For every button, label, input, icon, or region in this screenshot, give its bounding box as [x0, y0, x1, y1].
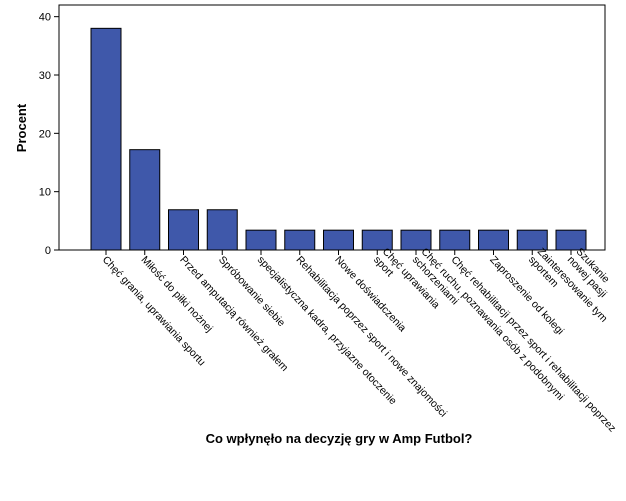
bar — [478, 229, 509, 251]
y-tick-label: 0 — [45, 245, 51, 257]
x-tick-label: Miłość do piłki nożnej — [139, 254, 215, 335]
bar — [168, 209, 199, 251]
bars — [90, 27, 587, 251]
x-tick-label-line: Miłość do piłki nożnej — [139, 254, 215, 335]
x-tick-label-line: Spróbowanie siebie — [216, 254, 287, 329]
bar — [323, 229, 354, 251]
bar — [90, 27, 122, 251]
bar — [245, 229, 277, 251]
x-tick-label: specjalistyczna kadra, przyjazne otoczen… — [255, 254, 399, 407]
x-axis-title: Co wpłynęło na decyzję gry w Amp Futbol? — [206, 431, 473, 446]
y-axis: 0 10 20 30 40 — [39, 12, 59, 257]
bar — [439, 229, 471, 251]
x-tick-label: Spróbowanie siebie — [216, 254, 287, 329]
y-tick-label: 40 — [39, 12, 51, 24]
y-axis-title: Procent — [14, 103, 29, 152]
y-tick-label: 30 — [39, 70, 51, 82]
bar — [129, 149, 161, 251]
bar — [284, 229, 316, 251]
x-tick-label-line: specjalistyczna kadra, przyjazne otoczen… — [255, 254, 399, 407]
bar — [206, 209, 238, 251]
y-tick-label: 20 — [39, 128, 51, 140]
y-tick-label: 10 — [39, 187, 51, 199]
